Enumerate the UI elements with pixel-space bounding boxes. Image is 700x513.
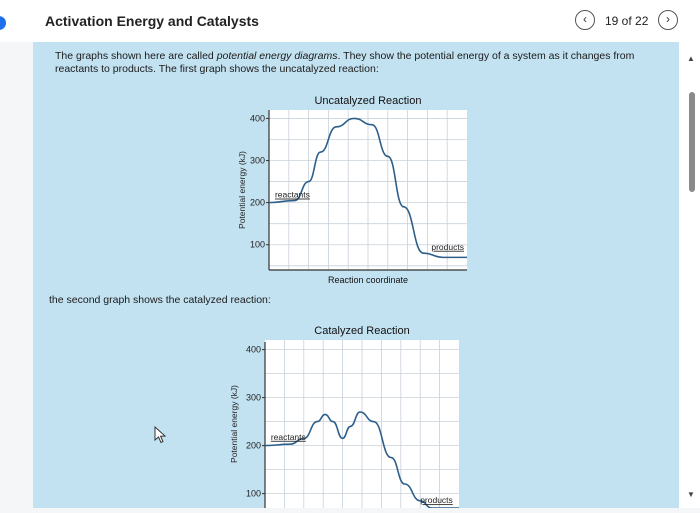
y-tick-label: 300 — [250, 156, 265, 166]
content-panel: The graphs shown here are called potenti… — [33, 42, 679, 509]
scroll-down-arrow-icon[interactable]: ▼ — [687, 490, 695, 499]
y-tick-label: 400 — [246, 345, 261, 355]
annotation-label: reactants — [275, 190, 310, 200]
uncatalyzed-chart-svg: 100 200 300 400 Uncatalyzed Reaction Potentia… — [237, 95, 467, 285]
chevron-left-icon: ‹ — [583, 12, 587, 26]
y-tick-label: 300 — [246, 393, 261, 403]
status-dot-icon — [0, 16, 6, 30]
y-tick-label: 100 — [250, 240, 265, 250]
series-line — [264, 411, 459, 509]
scrollbar-thumb[interactable] — [689, 92, 695, 192]
intro-paragraph: The graphs shown here are called potenti… — [55, 50, 655, 76]
scroll-up-arrow-icon[interactable]: ▲ — [687, 54, 695, 63]
mouse-pointer-icon — [154, 425, 168, 449]
y-tick-label: 100 — [246, 489, 261, 499]
chart-title: Catalyzed Reaction — [314, 325, 409, 337]
y-axis-label: Potential energy (kJ) — [229, 385, 239, 463]
y-tick-label: 400 — [250, 113, 265, 123]
intro-text-end: . They show the potential energy of a sy… — [55, 50, 635, 75]
second-graph-text: the second graph shows the catalyzed rea… — [49, 294, 271, 306]
uncatalyzed-chart: 100 200 300 400 Uncatalyzed Reaction Potentia… — [233, 82, 473, 302]
series-line — [268, 117, 467, 259]
chart-title: Uncatalyzed Reaction — [314, 95, 421, 107]
next-page-button[interactable]: › — [658, 10, 678, 30]
annotation-label: products — [420, 495, 453, 505]
annotation-label: reactants — [271, 432, 306, 442]
y-axis-label: Potential energy (kJ) — [237, 151, 247, 229]
catalyzed-chart-svg: 100 200 300 400 Catalyzed Reaction Potential … — [229, 325, 459, 509]
x-axis-label: Reaction coordinate — [328, 275, 408, 285]
header-bar: Activation Energy and Catalysts ‹ 19 of … — [0, 0, 700, 42]
intro-text-start: The graphs shown here are called — [55, 50, 217, 62]
page-counter: 19 of 22 — [605, 14, 649, 28]
previous-page-button[interactable]: ‹ — [575, 10, 595, 30]
y-tick-label: 200 — [250, 198, 265, 208]
y-tick-label: 200 — [246, 441, 261, 451]
annotation-label: products — [431, 242, 464, 252]
page-title: Activation Energy and Catalysts — [45, 13, 259, 29]
intro-emphasis: potential energy diagrams — [216, 50, 338, 62]
chevron-right-icon: › — [666, 12, 670, 26]
catalyzed-chart: 100 200 300 400 Catalyzed Reaction Potential … — [225, 316, 465, 513]
